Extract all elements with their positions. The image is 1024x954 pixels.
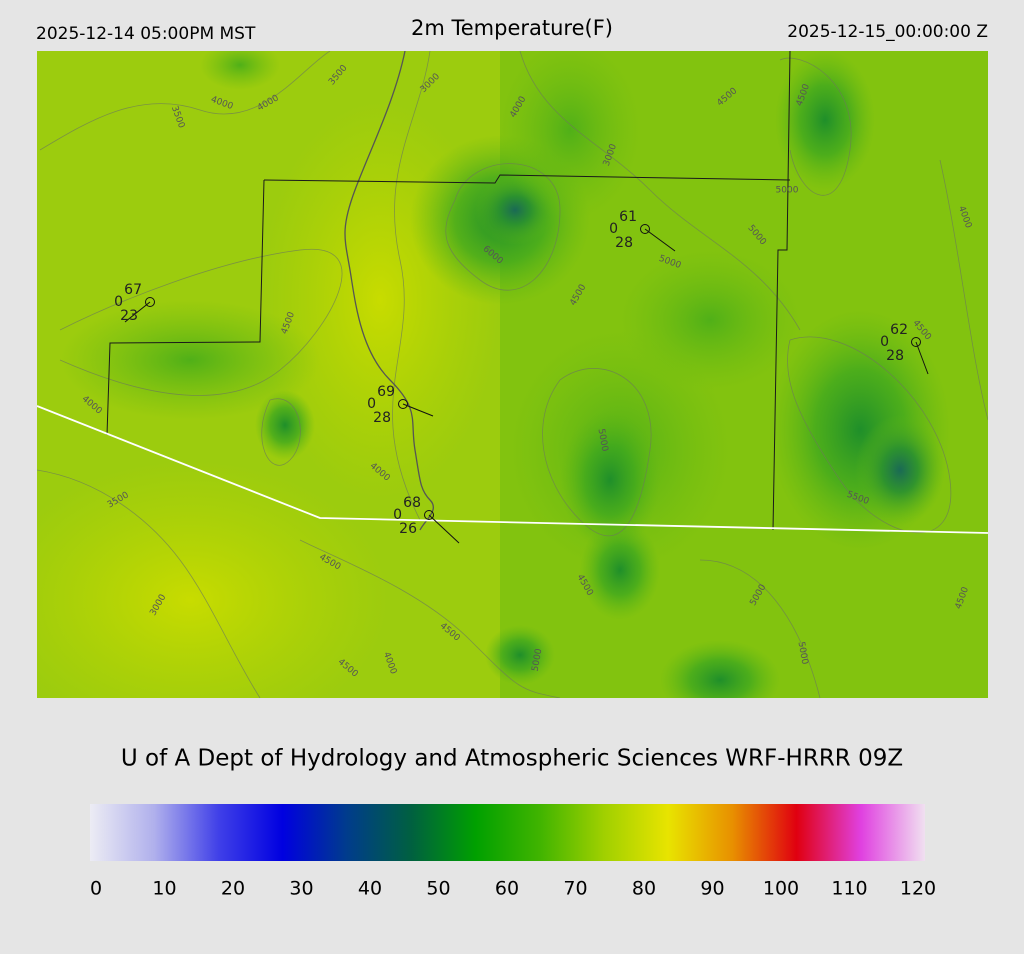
contour-label: 5000 xyxy=(531,648,545,673)
station-wind: 0 xyxy=(393,507,402,523)
station-wind: 0 xyxy=(367,396,376,412)
station-dewpoint: 28 xyxy=(886,348,904,364)
wind-barb xyxy=(428,514,460,544)
station-dewpoint: 23 xyxy=(120,308,138,324)
footer-credit: U of A Dept of Hydrology and Atmospheric… xyxy=(121,746,903,772)
station-wind: 0 xyxy=(114,294,123,310)
station-dewpoint: 28 xyxy=(373,410,391,426)
colorbar-ticks: 0 10 20 30 40 50 60 70 80 90 100 110 120 xyxy=(90,878,936,900)
colorbar-tick-label: 70 xyxy=(563,878,587,900)
station-temperature: 69 xyxy=(377,384,395,400)
station-temperature: 67 xyxy=(124,282,142,298)
station-wind: 0 xyxy=(880,334,889,350)
contour-label: 5000 xyxy=(596,428,610,453)
colorbar-tick-label: 80 xyxy=(632,878,656,900)
colorbar-tick-label: 40 xyxy=(358,878,382,900)
valid-time-local: 2025-12-14 05:00PM MST xyxy=(36,24,256,44)
colorbar-tick-label: 110 xyxy=(831,878,867,900)
colorbar-tick-label: 90 xyxy=(700,878,724,900)
colorbar-tick-label: 30 xyxy=(289,878,313,900)
contour-label: 5000 xyxy=(776,186,799,196)
station-circle xyxy=(424,510,434,520)
station-circle xyxy=(911,337,921,347)
wind-barb xyxy=(644,228,676,252)
colorbar-tick-label: 60 xyxy=(495,878,519,900)
colorbar-tick-label: 50 xyxy=(426,878,450,900)
station-dewpoint: 26 xyxy=(399,521,417,537)
station-wind: 0 xyxy=(609,221,618,237)
wind-barb xyxy=(124,301,151,323)
station-circle xyxy=(145,297,155,307)
station-temperature: 68 xyxy=(403,495,421,511)
colorbar-tick-label: 0 xyxy=(90,878,102,900)
station-circle xyxy=(640,224,650,234)
wind-barb xyxy=(402,403,434,417)
station-temperature: 62 xyxy=(890,322,908,338)
map-title: 2m Temperature(F) xyxy=(411,16,613,40)
contour-label: 5000 xyxy=(796,641,810,666)
colorbar-tick-label: 10 xyxy=(152,878,176,900)
colorbar-tick-label: 20 xyxy=(221,878,245,900)
station-circle xyxy=(398,399,408,409)
valid-time-utc: 2025-12-15_00:00:00 Z xyxy=(787,22,988,42)
wind-barb xyxy=(915,341,929,375)
colorbar xyxy=(90,804,925,861)
station-temperature: 61 xyxy=(619,209,637,225)
colorbar-tick-label: 100 xyxy=(763,878,799,900)
colorbar-tick-label: 120 xyxy=(900,878,936,900)
station-dewpoint: 28 xyxy=(615,235,633,251)
